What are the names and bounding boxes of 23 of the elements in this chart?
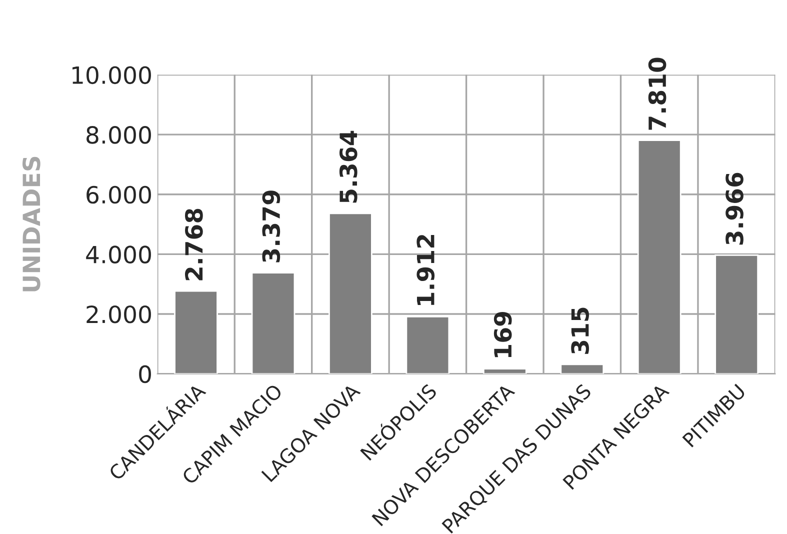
data-label: 315 — [571, 308, 589, 354]
data-label: 7.810 — [648, 58, 666, 130]
bar — [406, 316, 450, 374]
data-label: 2.768 — [185, 208, 203, 280]
y-tick-label: 10.000 — [72, 66, 151, 84]
bar — [328, 212, 372, 374]
y-axis-title: UNIDADES — [22, 156, 40, 292]
y-tick-label: 4.000 — [86, 246, 151, 264]
bar — [560, 364, 604, 374]
bar — [251, 272, 296, 374]
bar — [174, 290, 218, 374]
data-label: 3.966 — [726, 172, 744, 245]
bar — [482, 368, 527, 374]
bar — [637, 140, 682, 374]
bar — [714, 254, 759, 374]
data-label: 1.912 — [416, 235, 435, 305]
y-tick-label: 2.000 — [86, 305, 151, 324]
y-tick-label: 6.000 — [86, 186, 151, 204]
data-label: 169 — [494, 312, 512, 358]
y-tick-label: 8.000 — [86, 126, 151, 144]
data-label: 5.364 — [339, 130, 358, 203]
data-label: 3.379 — [262, 190, 280, 262]
y-tick-label: 0 — [139, 365, 151, 384]
